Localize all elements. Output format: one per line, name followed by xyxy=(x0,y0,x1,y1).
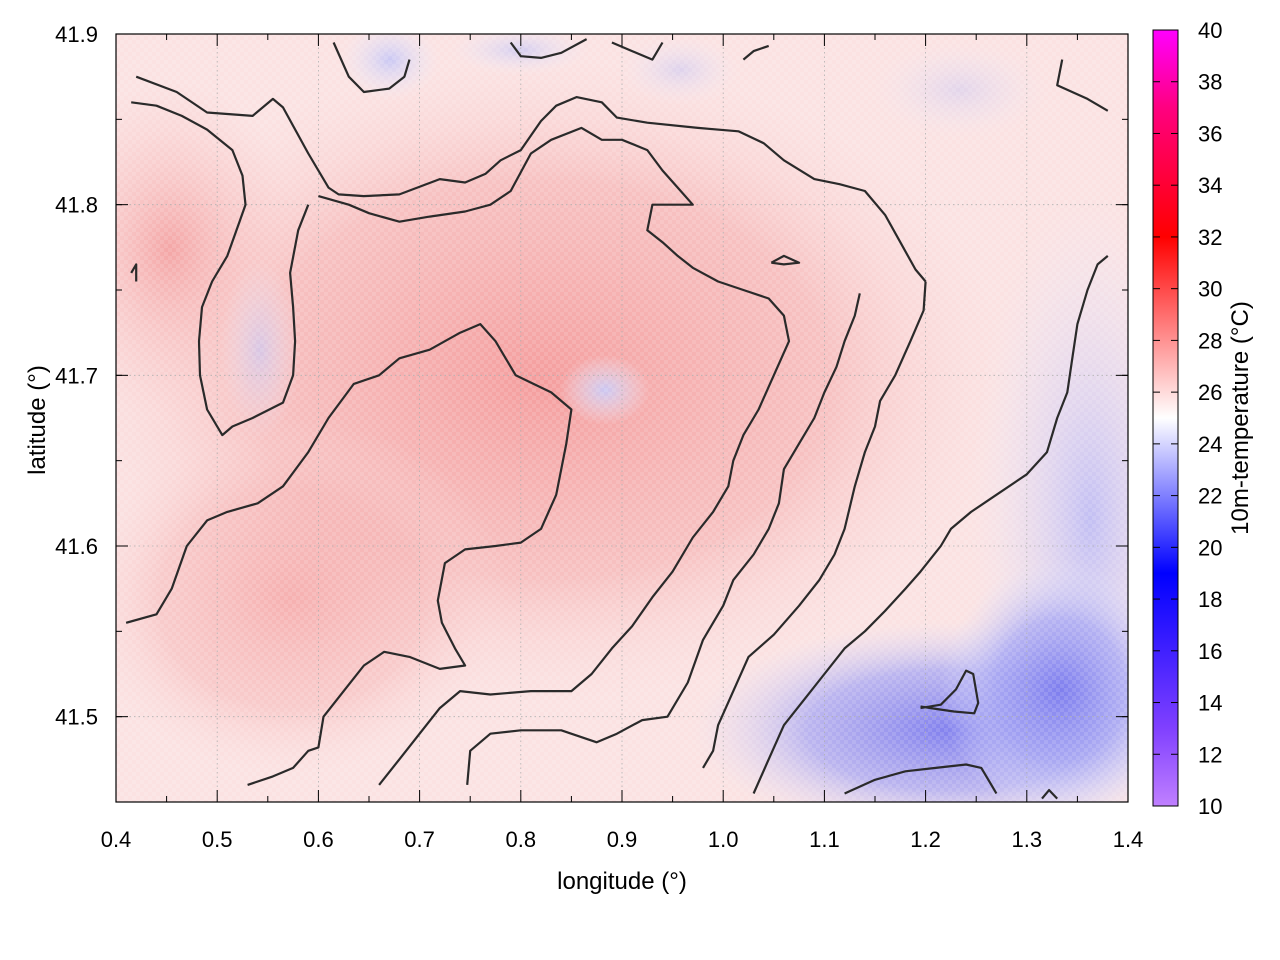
contour-line-contour-o xyxy=(1056,59,1109,112)
colorbar-tick-label: 26 xyxy=(1198,380,1222,405)
x-tick-label: 0.7 xyxy=(404,827,435,852)
x-tick-label: 1.3 xyxy=(1012,827,1043,852)
contour-line-contour-b xyxy=(131,101,310,437)
colorbar-tick-label: 22 xyxy=(1198,484,1222,509)
contour-line-contour-n xyxy=(742,44,770,61)
x-tick-label: 0.6 xyxy=(303,827,334,852)
colorbar-tick-label: 28 xyxy=(1198,328,1222,353)
contour-line-contour-e xyxy=(318,126,791,786)
colorbar-ticks: 10 12 14 16 18 20 22 24 26 28 30 32 34 36 38 40 xyxy=(1153,18,1222,819)
contour-line-contour-h xyxy=(844,763,998,795)
contour-line-contour-j xyxy=(770,254,801,266)
colorbar-tick-label: 20 xyxy=(1198,535,1222,560)
y-tick-label: 41.9 xyxy=(55,22,98,47)
colorbar-tick-label: 18 xyxy=(1198,587,1222,612)
colorbar-tick-label: 24 xyxy=(1198,432,1222,457)
colorbar-tick-label: 36 xyxy=(1198,121,1222,146)
contour-line-contour-k xyxy=(332,42,411,94)
contour-line-contour-l xyxy=(509,38,588,59)
contour-lines xyxy=(125,38,1109,800)
contour-line-contour-a xyxy=(135,75,927,283)
x-tick-label: 1.0 xyxy=(708,827,739,852)
x-tick-label: 0.5 xyxy=(202,827,233,852)
x-tick-label: 0.8 xyxy=(506,827,537,852)
colorbar-tick-label: 14 xyxy=(1198,691,1222,716)
colorbar-tick-label: 34 xyxy=(1198,173,1222,198)
y-tick-label: 41.8 xyxy=(55,193,98,218)
contour-line-contour-f xyxy=(466,293,861,785)
colorbar-tick-label: 16 xyxy=(1198,639,1222,664)
y-tick-labels: 41.5 41.6 41.7 41.8 41.9 xyxy=(55,22,98,730)
contour-line-contour-g xyxy=(752,255,1109,794)
colorbar-tick-label: 38 xyxy=(1198,70,1222,95)
x-tick-label: 0.4 xyxy=(101,827,132,852)
x-tick-label: 1.4 xyxy=(1113,827,1144,852)
colorbar-gradient xyxy=(1152,29,1179,807)
x-tick-label: 0.9 xyxy=(607,827,638,852)
colorbar-tick-label: 10 xyxy=(1198,794,1222,819)
colorbar-title: 10m-temperature (°C) xyxy=(1227,301,1254,535)
y-tick-label: 41.7 xyxy=(55,363,98,388)
contour-line-contour-c xyxy=(130,263,138,282)
y-tick-label: 41.5 xyxy=(55,705,98,730)
y-axis-title: latitude (°) xyxy=(24,365,51,475)
axis-ticks xyxy=(115,33,1129,803)
contour-line-contour-m xyxy=(611,41,664,61)
x-tick-label: 1.2 xyxy=(910,827,941,852)
x-tick-labels: 0.4 0.5 0.6 0.7 0.8 0.9 1.0 1.1 1.2 1.3 1.4 xyxy=(101,827,1144,852)
contour-line-contour-i xyxy=(920,669,980,715)
colorbar-tick-label: 30 xyxy=(1198,277,1222,302)
heatmap-field xyxy=(116,34,1128,802)
x-tick-label: 1.1 xyxy=(809,827,840,852)
x-axis-title: longitude (°) xyxy=(557,868,687,895)
colorbar-tick-label: 32 xyxy=(1198,225,1222,250)
colorbar-tick-label: 40 xyxy=(1198,18,1222,43)
colorbar: 10 12 14 16 18 20 22 24 26 28 30 32 34 36 38 40 10m-tem… xyxy=(1152,18,1254,819)
contour-line-contour-d xyxy=(125,323,573,786)
contour-line-contour-a2 xyxy=(702,281,927,769)
y-tick-label: 41.6 xyxy=(55,534,98,559)
colorbar-tick-label: 12 xyxy=(1198,742,1222,767)
contour-line-contour-p xyxy=(1041,789,1058,800)
